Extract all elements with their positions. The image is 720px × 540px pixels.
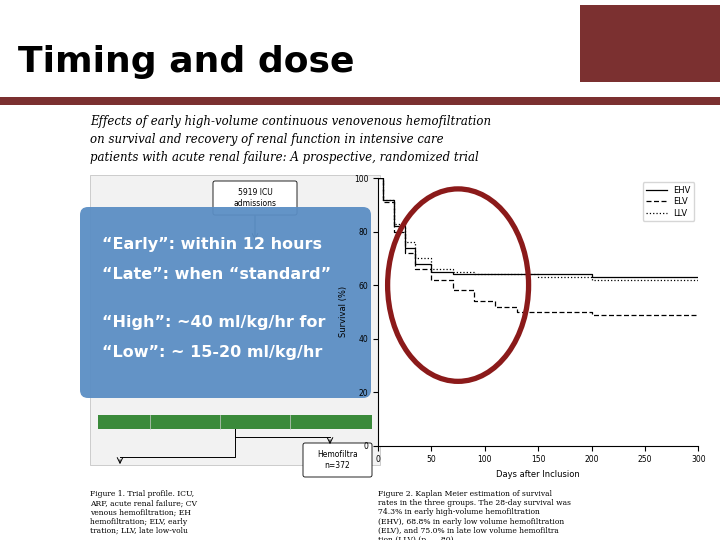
Text: Figure 1. Trial profile. ICU,
ARF, acute renal failure; CV
venous hemofiltration: Figure 1. Trial profile. ICU, ARF, acute…	[90, 490, 197, 535]
ELV	[534, 309, 543, 315]
Text: patients with acute renal failure: A prospective, randomized trial: patients with acute renal failure: A pro…	[90, 151, 479, 164]
EHV	[641, 274, 649, 280]
Bar	[580, 5, 720, 82]
Line: ELV: ELV	[378, 178, 698, 314]
LLV	[513, 271, 521, 278]
Text: on survival and recovery of renal function in intensive care: on survival and recovery of renal functi…	[90, 133, 444, 146]
EHV	[449, 271, 457, 278]
LLV	[390, 220, 398, 227]
ELV	[694, 311, 703, 318]
ELV	[470, 298, 479, 305]
ELV	[374, 175, 382, 181]
ELV	[513, 309, 521, 315]
EHV	[374, 175, 382, 181]
EHV	[427, 268, 436, 275]
LLV	[491, 271, 500, 278]
Legend: EHV, ELV, LLV: EHV, ELV, LLV	[643, 183, 694, 221]
LLV	[534, 274, 543, 280]
ELV	[379, 199, 387, 206]
LLV	[694, 276, 703, 283]
EHV	[411, 260, 420, 267]
EHV	[694, 274, 703, 280]
Line: EHV: EHV	[378, 178, 698, 277]
ELV	[449, 287, 457, 294]
EHV	[400, 245, 409, 251]
EHV	[379, 197, 387, 203]
LLV	[641, 276, 649, 283]
Text: “Early”: within 12 hours: “Early”: within 12 hours	[102, 237, 322, 252]
Bar	[0, 97, 720, 105]
Text: Hemofiltra
n=372: Hemofiltra n=372	[317, 450, 358, 470]
EHV	[513, 271, 521, 278]
Line: LLV: LLV	[378, 178, 698, 280]
Bar	[90, 175, 380, 465]
LLV	[379, 197, 387, 203]
ELV	[400, 250, 409, 256]
FancyBboxPatch shape	[80, 207, 371, 398]
X-axis label: Days after Inclusion: Days after Inclusion	[496, 470, 580, 479]
EHV	[588, 274, 596, 280]
Text: Figure 2. Kaplan Meier estimation of survival
rates in the three groups. The 28-: Figure 2. Kaplan Meier estimation of sur…	[378, 490, 571, 540]
LLV	[470, 271, 479, 278]
ELV	[641, 311, 649, 318]
ELV	[411, 266, 420, 272]
Text: Effects of early high-volume continuous venovenous hemofiltration: Effects of early high-volume continuous …	[90, 115, 491, 128]
ELV	[390, 228, 398, 235]
LLV	[411, 255, 420, 261]
ELV	[427, 276, 436, 283]
LLV	[427, 266, 436, 272]
FancyBboxPatch shape	[213, 181, 297, 215]
Text: “Low”: ~ 15-20 ml/kg/hr: “Low”: ~ 15-20 ml/kg/hr	[102, 345, 323, 360]
Y-axis label: Survival (%): Survival (%)	[339, 286, 348, 338]
EHV	[491, 271, 500, 278]
EHV	[534, 271, 543, 278]
EHV	[390, 223, 398, 230]
Text: “Late”: when “standard”: “Late”: when “standard”	[102, 267, 331, 282]
EHV	[470, 271, 479, 278]
LLV	[449, 268, 457, 275]
LLV	[374, 175, 382, 181]
LLV	[588, 276, 596, 283]
Bar	[0, 0, 720, 95]
LLV	[400, 239, 409, 246]
Text: 5919 ICU
admissions: 5919 ICU admissions	[233, 188, 276, 208]
FancyBboxPatch shape	[303, 443, 372, 477]
Text: “High”: ~40 ml/kg/hr for: “High”: ~40 ml/kg/hr for	[102, 315, 325, 330]
ELV	[491, 303, 500, 310]
Text: Timing and dose: Timing and dose	[18, 45, 354, 79]
ELV	[588, 311, 596, 318]
Bar	[98, 415, 372, 429]
